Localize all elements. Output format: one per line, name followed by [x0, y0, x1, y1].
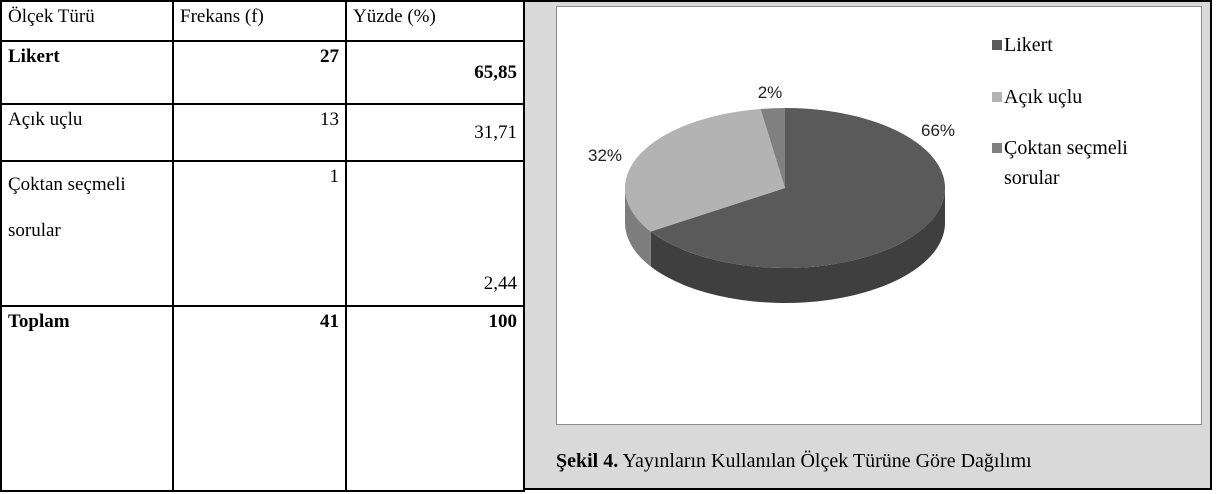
legend-entry: Likert — [990, 30, 1170, 60]
pie-side — [625, 188, 651, 267]
pie-slice — [625, 108, 785, 232]
caption-label: Şekil 4. — [556, 450, 619, 472]
row: Açık uçlu 13 31,71 — [0, 103, 525, 162]
data-label: 2% — [758, 83, 783, 102]
cell: 27 — [172, 40, 347, 105]
cell: Çoktan seçmeli sorular — [0, 160, 174, 307]
cell: 2,44 — [345, 160, 525, 307]
legend-swatch — [992, 143, 1002, 153]
cell: 1 — [172, 160, 347, 307]
data-table: Ölçek Türü Frekans (f) Yüzde (%) Likert … — [0, 0, 525, 492]
legend-swatch — [992, 92, 1002, 102]
data-label: 66% — [921, 121, 955, 140]
cell: 31,71 — [345, 103, 525, 162]
header-cell: Frekans (f) — [172, 0, 347, 42]
caption: Şekil 4. Yayınların Kullanılan Ölçek Tür… — [556, 450, 1032, 473]
legend-label: Çoktan seçmeli sorular — [1004, 137, 1128, 189]
legend-entry: Açık uçlu — [990, 82, 1170, 112]
cell: Toplam — [0, 305, 174, 492]
header-cell: Ölçek Türü — [0, 0, 174, 42]
row: Çoktan seçmeli sorular 1 2,44 — [0, 160, 525, 307]
cell: 13 — [172, 103, 347, 162]
legend-label: Likert — [1004, 34, 1053, 56]
cell: Açık uçlu — [0, 103, 174, 162]
legend-label: Açık uçlu — [1004, 86, 1083, 108]
pie-slice — [650, 108, 945, 268]
header-row: Ölçek Türü Frekans (f) Yüzde (%) — [0, 0, 525, 42]
cell: Likert — [0, 40, 174, 105]
pie-side — [650, 188, 945, 303]
pie-slice — [760, 108, 785, 188]
header-cell: Yüzde (%) — [345, 0, 525, 42]
cell: 41 — [172, 305, 347, 492]
legend-swatch — [992, 40, 1002, 50]
data-label: 32% — [588, 146, 622, 165]
row: Likert 27 65,85 — [0, 40, 525, 105]
row: Toplam 41 100 — [0, 305, 525, 492]
cell: 65,85 — [345, 40, 525, 105]
cell: 100 — [345, 305, 525, 492]
legend-entry: Çoktan seçmeli sorular — [990, 133, 1170, 193]
caption-text: Yayınların Kullanılan Ölçek Türüne Göre … — [622, 450, 1032, 472]
